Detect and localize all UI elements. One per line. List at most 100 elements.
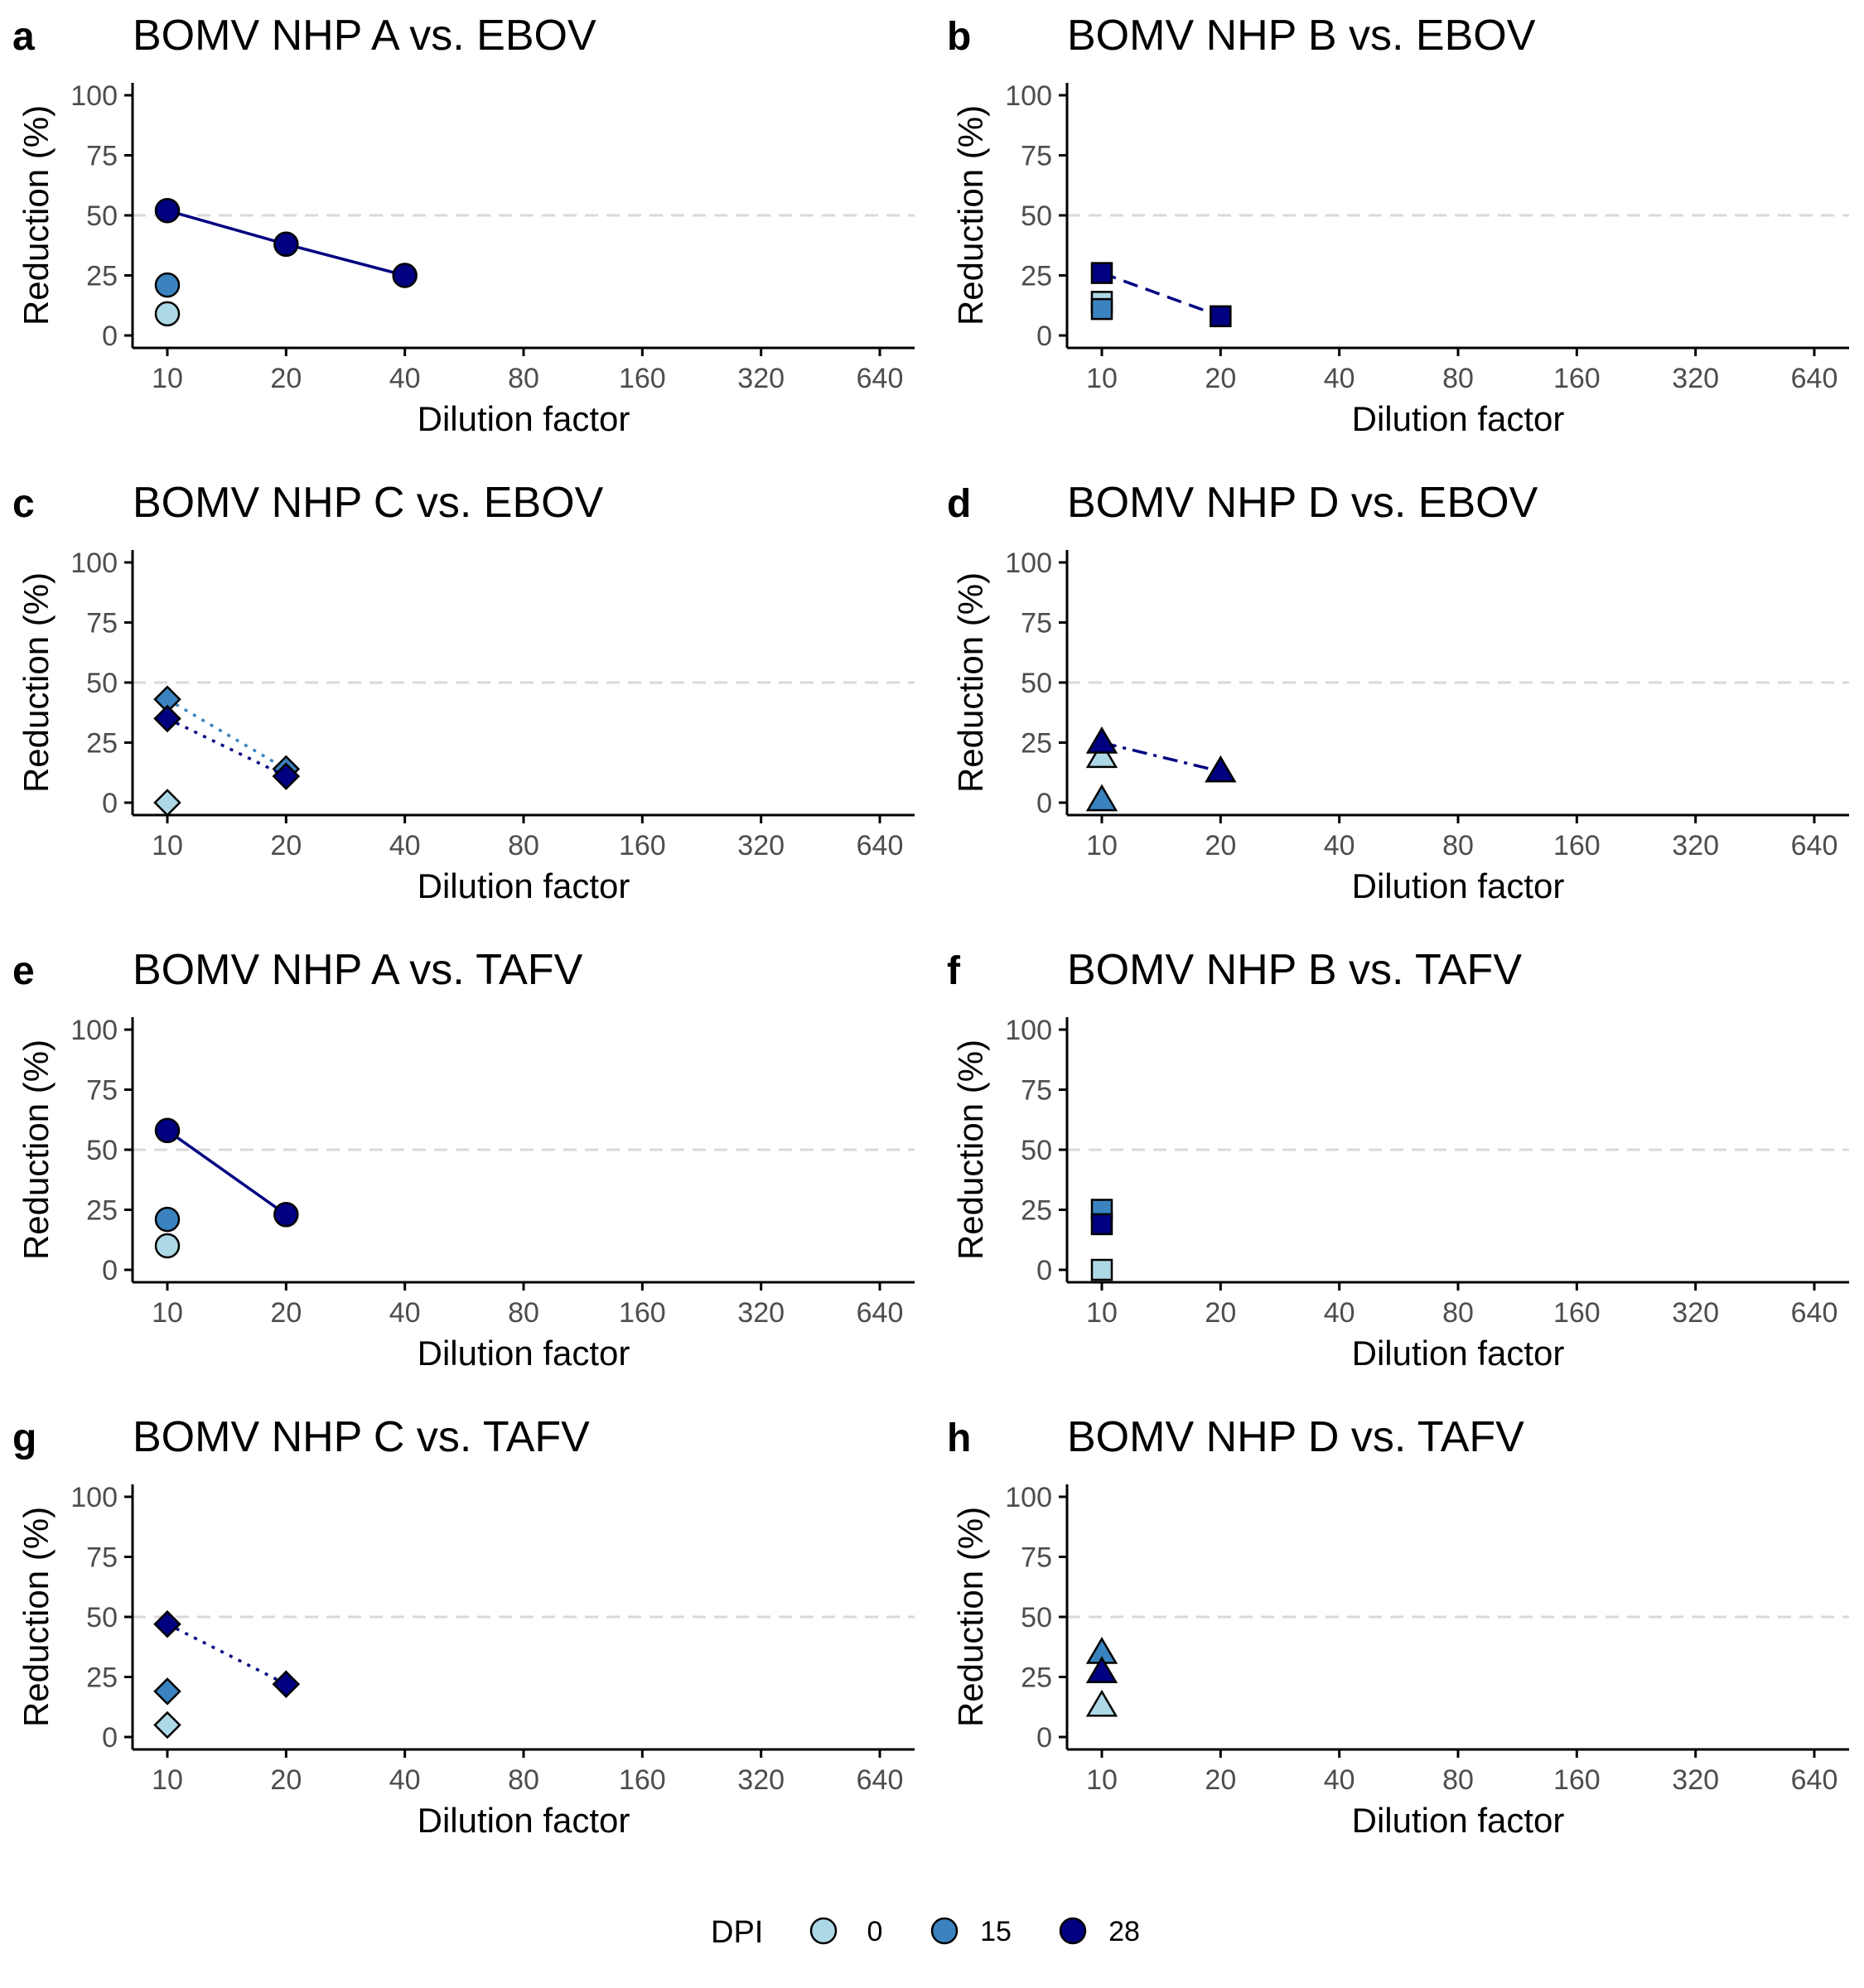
y-tick-label: 0 [102,1722,118,1754]
x-tick-label: 320 [1672,363,1719,394]
data-point [1085,1656,1118,1683]
x-axis-label: Dilution factor [1352,399,1565,438]
x-tick-label: 10 [152,363,183,394]
x-tick-label: 80 [508,1297,539,1329]
x-tick-label: 640 [857,1764,904,1796]
panel-letter: f [947,949,961,993]
data-point [154,197,181,224]
legend: DPI 0 15 28 [711,1915,1140,1950]
x-tick-label: 160 [619,1764,666,1796]
x-axis-label: Dilution factor [418,1334,630,1373]
y-tick-label: 75 [86,141,118,172]
data-point [272,762,301,790]
y-axis-label: Reduction (%) [951,572,990,793]
series-dpi-28 [1085,726,1237,783]
panel-title: BOMV NHP D vs. TAFV [1067,1413,1524,1461]
panel-letter: h [947,1416,971,1460]
series-line [1101,271,1221,318]
x-tick-label: 160 [1553,830,1601,861]
data-point [273,231,299,258]
x-tick-label: 160 [619,830,666,861]
panel-letter: c [12,482,35,526]
legend-marker [809,1917,838,1945]
panel-title: BOMV NHP D vs. EBOV [1067,479,1538,527]
y-tick-label: 25 [1021,1662,1052,1694]
x-axis-label: Dilution factor [1352,1334,1565,1373]
series-dpi-15 [1085,784,1118,812]
x-tick-label: 40 [1324,830,1355,861]
series-dpi-0 [153,789,181,817]
panel-letter: b [947,15,971,59]
series-dpi-28 [1090,1213,1113,1236]
panel-e: e BOMV NHP A vs. TAFV 0 25 50 75 100 10 20 40 80 16… [12,946,915,1373]
x-tick-label: 320 [737,830,785,861]
panel-f: f BOMV NHP B vs. TAFV 0 25 50 75 100 10 20 40 80 16… [947,946,1849,1373]
x-tick-label: 80 [1442,363,1474,394]
panel-letter: d [947,482,971,526]
legend-label: 15 [980,1916,1012,1947]
x-axis-label: Dilution factor [418,866,630,905]
y-tick-label: 25 [1021,728,1052,760]
x-tick-label: 320 [1672,1297,1719,1329]
x-tick-label: 320 [737,1297,785,1329]
x-tick-label: 10 [1086,1297,1118,1329]
x-tick-label: 640 [1791,363,1838,394]
x-tick-label: 80 [508,363,539,394]
x-tick-label: 20 [1205,1297,1236,1329]
x-tick-label: 640 [857,830,904,861]
x-tick-label: 40 [1324,1764,1355,1796]
data-point [153,1677,181,1706]
x-tick-label: 320 [737,1764,785,1796]
x-tick-label: 20 [1205,1764,1236,1796]
x-tick-label: 640 [1791,1764,1838,1796]
x-tick-label: 10 [1086,363,1118,394]
series-dpi-15 [1090,297,1113,321]
series-dpi-0 [154,1233,181,1259]
data-point [1090,1213,1113,1236]
y-axis-label: Reduction (%) [17,572,56,793]
x-tick-label: 40 [389,363,421,394]
data-point [392,263,418,288]
panel-title: BOMV NHP B vs. EBOV [1067,12,1536,60]
data-point [1085,741,1118,769]
x-axis-label: Dilution factor [418,399,630,438]
series-dpi-0 [1085,741,1118,769]
data-point [154,1233,181,1259]
x-tick-label: 20 [270,363,302,394]
y-axis-label: Reduction (%) [17,1040,56,1260]
y-tick-label: 50 [1021,1602,1052,1633]
y-axis-label: Reduction (%) [951,105,990,326]
y-tick-label: 100 [1005,1482,1052,1513]
x-tick-label: 160 [1553,1297,1601,1329]
x-tick-label: 20 [1205,363,1236,394]
series-dpi-28 [1085,1656,1118,1683]
data-point [272,1670,301,1698]
y-tick-label: 50 [86,200,118,232]
y-tick-label: 50 [86,668,118,699]
panel-letter: a [12,15,35,59]
y-tick-label: 100 [1005,80,1052,112]
data-point [153,789,181,817]
series-dpi-0 [154,301,181,327]
series-dpi-28 [153,704,301,790]
series-dpi-0 [153,1711,181,1740]
y-tick-label: 100 [70,80,118,112]
y-tick-label: 75 [86,1075,118,1107]
x-tick-label: 10 [152,830,183,861]
x-tick-label: 20 [270,830,302,861]
series-line [1101,741,1221,774]
y-tick-label: 50 [86,1135,118,1166]
x-tick-label: 80 [1442,1297,1474,1329]
panel-d: d BOMV NHP D vs. EBOV 0 25 50 75 100 10 20 40 80 16… [947,479,1849,905]
y-tick-label: 0 [102,788,118,819]
series-line [167,1623,287,1686]
panel-title: BOMV NHP C vs. EBOV [133,479,604,527]
x-tick-label: 40 [389,1297,421,1329]
series-dpi-28 [1090,262,1232,328]
y-tick-label: 100 [70,1482,118,1513]
x-tick-label: 640 [1791,1297,1838,1329]
x-tick-label: 40 [389,1764,421,1796]
y-tick-label: 50 [86,1602,118,1633]
y-tick-label: 100 [1005,1015,1052,1046]
data-point [154,301,181,327]
